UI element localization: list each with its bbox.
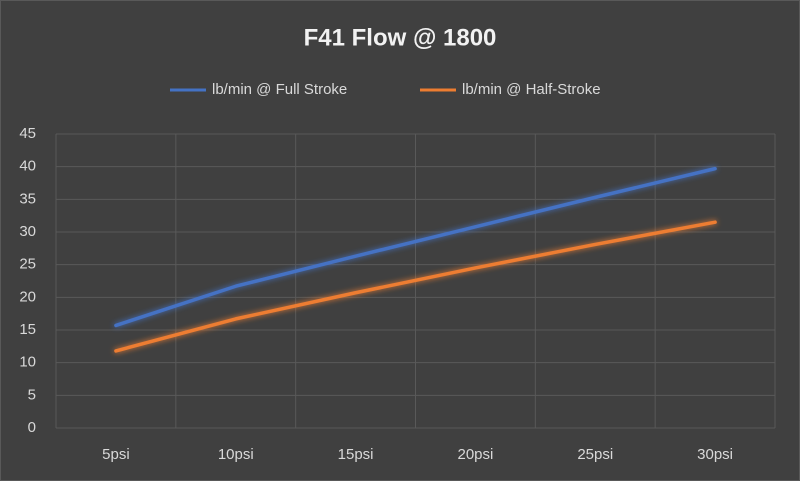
legend-label: lb/min @ Half-Stroke (462, 81, 601, 98)
y-tick-label: 15 (19, 321, 36, 338)
x-tick-label: 20psi (457, 446, 493, 463)
x-tick-label: 15psi (338, 446, 374, 463)
y-tick-label: 0 (28, 419, 36, 436)
series-line (114, 166, 717, 328)
x-tick-label: 25psi (577, 446, 613, 463)
series-line (114, 220, 717, 353)
y-tick-label: 5 (28, 386, 36, 403)
chart-title: F41 Flow @ 1800 (304, 24, 497, 51)
x-tick-label: 30psi (697, 446, 733, 463)
y-tick-label: 25 (19, 256, 36, 273)
y-tick-label: 30 (19, 223, 36, 240)
legend-label: lb/min @ Full Stroke (212, 81, 347, 98)
y-tick-label: 45 (19, 125, 36, 142)
y-tick-label: 40 (19, 158, 36, 175)
y-tick-label: 20 (19, 288, 36, 305)
x-tick-label: 10psi (218, 446, 254, 463)
y-tick-label: 35 (19, 190, 36, 207)
x-tick-label: 5psi (102, 446, 130, 463)
y-tick-label: 10 (19, 354, 36, 371)
